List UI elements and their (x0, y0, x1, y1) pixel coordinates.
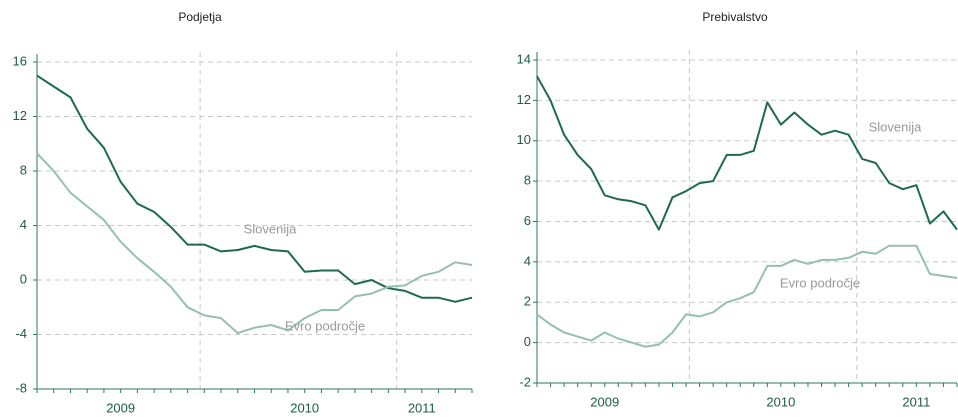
y-tick-label: 8 (524, 173, 531, 188)
x-tick-label: 2011 (408, 400, 436, 415)
line-series (536, 244, 958, 348)
y-tick-label: 4 (20, 217, 27, 232)
x-tick-label: 2010 (290, 400, 319, 415)
series-label: Slovenija (244, 221, 298, 236)
y-tick-label: -4 (15, 326, 27, 341)
line-series (36, 152, 473, 335)
x-tick-label: 2010 (766, 394, 795, 409)
y-tick-label: -2 (519, 374, 531, 389)
y-tick-label: 12 (517, 92, 531, 107)
series-label: Evro področje (780, 275, 860, 290)
y-tick-label: 2 (524, 294, 531, 309)
line-series (536, 75, 958, 231)
y-tick-label: 6 (524, 213, 531, 228)
y-tick-label: 0 (20, 271, 27, 286)
y-tick-label: -8 (15, 380, 27, 395)
x-tick-label: 2011 (902, 394, 930, 409)
series-label: Slovenija (869, 119, 923, 134)
chart-title: Podjetja (178, 10, 222, 24)
y-tick-label: 10 (517, 132, 531, 147)
x-tick-label: 2009 (106, 400, 135, 415)
chart-title: Prebivalstvo (702, 10, 768, 24)
line-series (36, 74, 473, 303)
y-tick-label: 14 (517, 51, 531, 66)
x-tick-label: 2009 (590, 394, 619, 409)
y-tick-label: 0 (524, 334, 531, 349)
y-tick-label: 12 (13, 108, 27, 123)
series-label: Evro področje (285, 318, 365, 333)
y-tick-label: 4 (524, 253, 531, 268)
y-tick-label: 16 (13, 53, 27, 68)
y-tick-label: 8 (20, 162, 27, 177)
